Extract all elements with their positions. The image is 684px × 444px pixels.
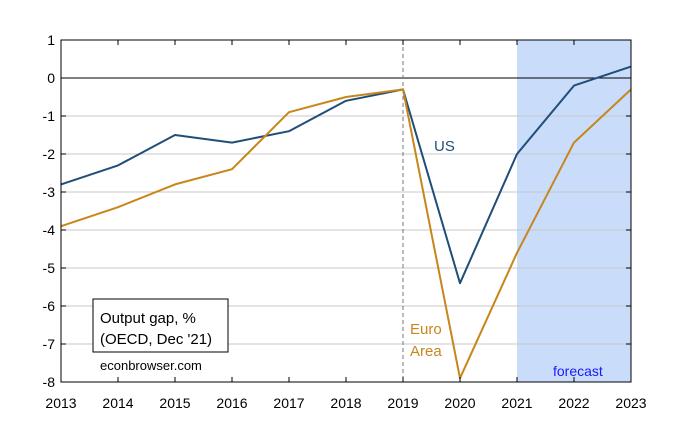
legend-box: [92, 298, 229, 353]
source-credit: econbrowser.com: [100, 358, 202, 373]
series-line-us: [60, 65, 632, 285]
y-tick-label: -2: [43, 146, 56, 162]
forecast-label: forecast: [553, 363, 603, 379]
x-tick-label: 2014: [102, 395, 133, 411]
x-tick-label: 2019: [387, 395, 418, 411]
y-tick-label: -5: [43, 260, 56, 276]
legend-title-line1: Output gap, %: [100, 310, 196, 327]
y-tick-label: -7: [43, 336, 56, 352]
x-tick-label: 2015: [159, 395, 190, 411]
legend-title-line2: (OECD, Dec '21): [100, 331, 212, 348]
x-tick-label: 2018: [330, 395, 361, 411]
y-axis-ticks: 1 0 -1 -2 -3 -4 -5 -6 -7 -8: [43, 32, 631, 390]
x-axis-ticks: 2013 2014 2015 2016 2017 2018 2019 2020 2021 2022…: [45, 40, 647, 411]
y-tick-label: -8: [43, 374, 56, 390]
y-tick-label: -4: [43, 222, 56, 238]
y-tick-label: -1: [43, 108, 56, 124]
x-tick-label: 2020: [444, 395, 475, 411]
x-tick-label: 2021: [501, 395, 532, 411]
y-tick-label: -3: [43, 184, 56, 200]
series-line-euro-area: [60, 88, 632, 380]
x-tick-label: 2013: [45, 395, 76, 411]
y-tick-label: -6: [43, 298, 56, 314]
forecast-shading: [517, 40, 631, 382]
series-layer: [60, 65, 632, 380]
y-tick-label: 0: [47, 70, 55, 86]
y-tick-label: 1: [47, 32, 55, 48]
euro-series-label-line2: Area: [410, 343, 442, 360]
x-tick-label: 2023: [615, 395, 646, 411]
us-series-label: US: [434, 138, 455, 155]
x-tick-label: 2017: [273, 395, 304, 411]
euro-series-label-line1: Euro: [410, 321, 442, 338]
x-tick-label: 2016: [216, 395, 247, 411]
x-tick-label: 2022: [558, 395, 589, 411]
